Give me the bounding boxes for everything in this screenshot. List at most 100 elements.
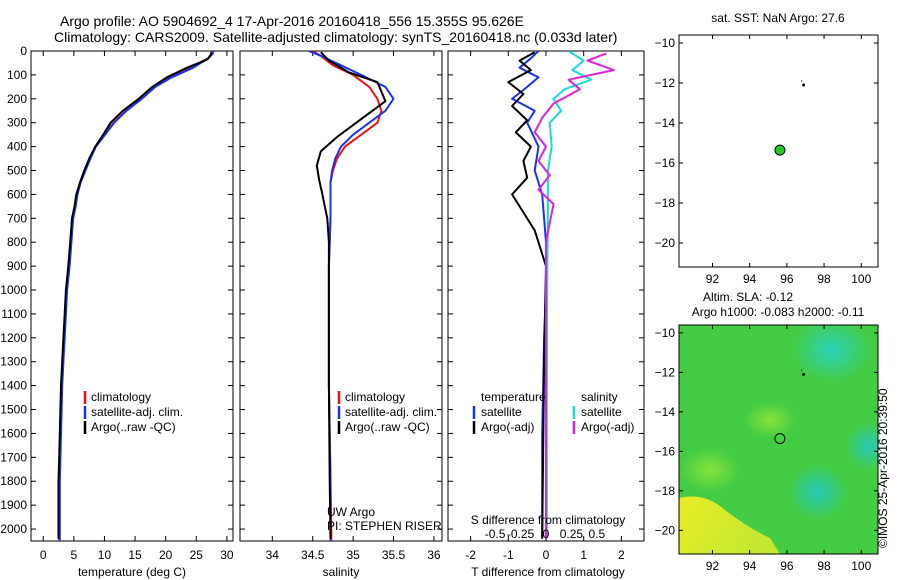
depth-tick-label: 1100 [1,307,27,321]
legend-label-s-argo: Argo(-adj) [581,420,634,434]
series-line-argo-raw-qc [57,52,212,539]
sla-map-panel: Altim. SLA: -0.12 Argo h1000: -0.083 h20… [655,290,879,573]
legend-label-s-satellite: satellite [581,405,622,419]
depth-tick-label: 1000 [0,283,27,297]
difference-panel: -2 -1 0 1 2 temperature salinity satellite A… [447,50,645,579]
sst-map-title: sat. SST: NaN Argo: 27.6 [711,11,845,25]
x-tick-label: -1 [503,548,514,562]
depth-tick-label: 400 [7,140,27,154]
depth-tick-label: 2000 [0,522,27,536]
x-tick-label: 1 [580,548,587,562]
salinity-depth-ticks [240,50,442,530]
depth-tick-label: 1400 [0,379,27,393]
s-tick-label: 0.5 [589,527,606,541]
salinity-annotation-pi: PI: STEPHEN RISER [327,519,442,533]
map-y-tick-label: −14 [655,405,676,419]
t-difference-label: T difference from climatology [471,565,625,579]
depth-tick-label: 600 [7,187,27,201]
legend-label-t-satellite: satellite [481,405,522,419]
map-x-tick-label: 96 [780,559,794,573]
plot-title-line2: Climatology: CARS2009. Satellite-adjuste… [54,29,618,45]
legend-title-salinity: salinity [581,390,618,404]
x-tick-label: 35 [346,548,360,562]
map-y-tick-label: −20 [655,523,676,537]
map-y-tick-label: −18 [655,484,676,498]
sla-map-frame [678,324,879,555]
depth-axis: 0 100 200 300 400 500 600 700 800 900 1000 1100 1200… [0,44,233,536]
sst-map-axes: 92 94 96 98 100 −10 −12 −14 −16 −18 −20 [655,35,878,286]
sla-patch-cyan-north [792,325,872,382]
map-y-tick-label: −10 [655,36,676,50]
difference-legend: temperature salinity satellite Argo(-adj… [472,390,634,434]
depth-tick-label: 1500 [0,403,27,417]
s-difference-label: S difference from climatology [471,513,626,527]
legend-title-temperature: temperature [481,390,546,404]
s-tick-label: -0.5 [485,527,506,541]
sla-map-axes: 92 94 96 98 100 −10 −12 −14 −16 −18 −20 [655,325,878,573]
legend-label-argo: Argo(..raw -QC) [345,420,430,434]
map-y-tick-label: −12 [655,76,676,90]
map-x-tick-label: 98 [817,559,831,573]
depth-tick-label: 300 [7,116,27,130]
legend-label-climatology: climatology [345,390,405,404]
s-tick-label: 0 [543,527,550,541]
depth-tick-label: 700 [7,211,27,225]
argo-position-marker [774,433,786,445]
map-y-tick-label: −12 [655,365,676,379]
salinity-axes-frame [239,50,443,542]
depth-tick-label: 1600 [0,426,27,440]
x-tick-label: 35.5 [382,548,406,562]
salinity-x-label: salinity [323,565,360,579]
sla-patch-cyan-east [846,422,878,470]
sla-patch-yellow-southwest [679,496,780,554]
series-line-t-argo-adj [507,51,547,539]
depth-tick-label: 1700 [0,450,27,464]
series-line-s-satellite [545,51,593,539]
x-tick-label: 15 [128,548,142,562]
s-tick-label: -0.25 [507,527,535,541]
island-marker [802,372,806,376]
map-x-tick-label: 94 [743,272,757,286]
sla-map-title-line2: Argo h1000: -0.083 h2000: -0.11 [692,305,865,319]
map-y-tick-label: −16 [655,444,676,458]
salinity-panel: 34 34.5 35 35.5 36 climatology satellite-adj… [239,50,443,579]
sla-patch-lime-west [680,448,740,492]
argo-position-marker [774,144,786,156]
island-marker [801,369,803,371]
depth-tick-label: 1200 [0,331,27,345]
x-tick-label: 2 [618,548,625,562]
legend-label-t-argo: Argo(-adj) [481,420,534,434]
x-tick-label: 20 [159,548,173,562]
x-tick-label: 25 [190,548,204,562]
sla-map-title-line1: Altim. SLA: -0.12 [703,290,793,304]
temperature-x-axis: 0 5 10 15 20 25 30 [40,51,234,562]
sla-patch-cyan-southeast [788,464,848,520]
map-x-tick-label: 100 [851,559,871,573]
map-y-tick-label: −18 [655,196,676,210]
imos-watermark: ©IMOS 25-Apr-2016 20:39:50 [876,388,890,548]
legend-label-satellite-adj: satellite-adj. clim. [345,405,437,419]
x-tick-label: 10 [98,548,112,562]
x-tick-label: 5 [71,548,78,562]
legend-label-argo: Argo(..raw -QC) [91,420,176,434]
series-line-s-argo-adj [533,52,615,539]
island-marker [802,83,806,87]
depth-tick-label: 1900 [0,498,27,512]
depth-tick-label: 1800 [0,474,27,488]
s-tick-label: 0.25 [560,527,584,541]
x-tick-label: 0 [543,548,550,562]
series-line-satellite-adj-clim [58,51,215,541]
sla-field [679,325,878,554]
salinity-legend: climatology satellite-adj. clim. Argo(..… [337,390,437,434]
map-x-tick-label: 98 [817,272,831,286]
legend-label-satellite-adj: satellite-adj. clim. [91,405,183,419]
x-tick-label: 34.5 [301,548,325,562]
temperature-legend: climatology satellite-adj. clim. Argo(..… [83,390,183,434]
sst-map-panel: sat. SST: NaN Argo: 27.6 92 94 96 98 100 −10 −… [655,11,879,286]
map-x-tick-label: 94 [743,559,757,573]
x-tick-label: -2 [465,548,476,562]
series-line-t-satellite [511,51,547,539]
plot-title-line1: Argo profile: AO 5904692_4 17-Apr-2016 2… [60,13,524,29]
temperature-axes-frame [30,50,234,542]
